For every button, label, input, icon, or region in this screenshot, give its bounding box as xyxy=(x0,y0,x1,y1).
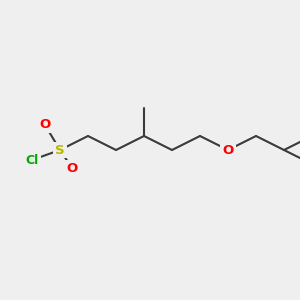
Text: O: O xyxy=(222,143,234,157)
Text: Cl: Cl xyxy=(26,154,39,166)
Text: S: S xyxy=(55,143,65,157)
Text: O: O xyxy=(39,118,51,131)
Text: O: O xyxy=(66,161,78,175)
